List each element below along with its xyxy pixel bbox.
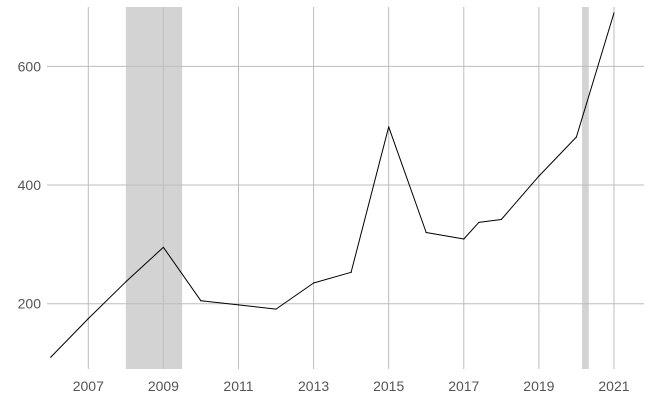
data-point-0-12 <box>478 221 480 224</box>
data-point-0-8 <box>350 271 352 273</box>
data-point-0-0 <box>50 356 52 358</box>
x-tick-label-0: 2007 <box>73 378 104 394</box>
y-tick-label-0: 200 <box>18 296 42 312</box>
x-tick-label-7: 2021 <box>598 378 629 394</box>
x-tick-label-5: 2017 <box>448 378 479 394</box>
data-point-0-9 <box>388 126 390 128</box>
y-axis-tick-labels: 200 400 600 <box>18 58 42 311</box>
data-point-0-10 <box>425 231 427 234</box>
data-point-0-13 <box>500 218 502 221</box>
y-tick-label-1: 400 <box>18 177 42 193</box>
data-point-0-16 <box>613 12 615 14</box>
x-tick-label-2: 2011 <box>223 378 253 394</box>
data-point-0-14 <box>538 175 540 177</box>
shaded-period-0 <box>125 7 183 369</box>
data-point-0-5 <box>237 304 240 306</box>
data-point-0-3 <box>162 246 164 248</box>
series-layer <box>50 12 615 358</box>
x-tick-label-1: 2009 <box>148 378 179 394</box>
x-tick-label-6: 2019 <box>523 378 554 394</box>
data-point-0-11 <box>463 238 465 240</box>
data-point-0-7 <box>312 282 315 284</box>
x-tick-label-3: 2013 <box>298 378 329 394</box>
x-tick-label-4: 2015 <box>373 378 404 394</box>
data-point-0-4 <box>200 300 202 302</box>
data-point-0-6 <box>275 308 277 310</box>
data-point-0-2 <box>125 281 127 283</box>
shaded-period-1 <box>582 7 589 369</box>
x-axis-tick-labels: 2007 2009 2011 2013 2015 2017 2019 2021 <box>73 378 630 394</box>
grid-lines <box>47 7 644 369</box>
data-point-0-1 <box>87 317 89 320</box>
data-point-0-15 <box>575 136 578 138</box>
y-tick-label-2: 600 <box>18 58 42 74</box>
